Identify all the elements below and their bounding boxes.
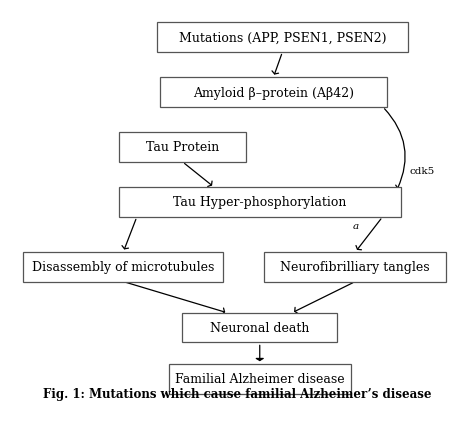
Text: Neurofibrilliary tangles: Neurofibrilliary tangles	[281, 261, 430, 273]
FancyBboxPatch shape	[182, 313, 337, 343]
Text: Neuronal death: Neuronal death	[210, 322, 310, 334]
FancyBboxPatch shape	[169, 364, 351, 394]
FancyBboxPatch shape	[157, 23, 408, 52]
Text: Tau Protein: Tau Protein	[146, 141, 219, 154]
Text: Familial Alzheimer disease: Familial Alzheimer disease	[175, 372, 345, 386]
FancyBboxPatch shape	[118, 188, 401, 217]
Text: Tau Hyper-phosphorylation: Tau Hyper-phosphorylation	[173, 196, 346, 209]
Text: a: a	[352, 222, 358, 231]
Text: Mutations (APP, PSEN1, PSEN2): Mutations (APP, PSEN1, PSEN2)	[179, 32, 386, 44]
Text: Amyloid β–protein (Aβ42): Amyloid β–protein (Aβ42)	[193, 86, 354, 99]
Text: cdk5: cdk5	[410, 167, 435, 176]
Text: Disassembly of microtubules: Disassembly of microtubules	[32, 261, 214, 273]
Text: Fig. 1: Mutations which cause familial Alzheimer’s disease: Fig. 1: Mutations which cause familial A…	[43, 387, 431, 400]
FancyBboxPatch shape	[23, 253, 223, 282]
FancyBboxPatch shape	[160, 78, 387, 107]
FancyBboxPatch shape	[118, 133, 246, 162]
FancyBboxPatch shape	[264, 253, 447, 282]
